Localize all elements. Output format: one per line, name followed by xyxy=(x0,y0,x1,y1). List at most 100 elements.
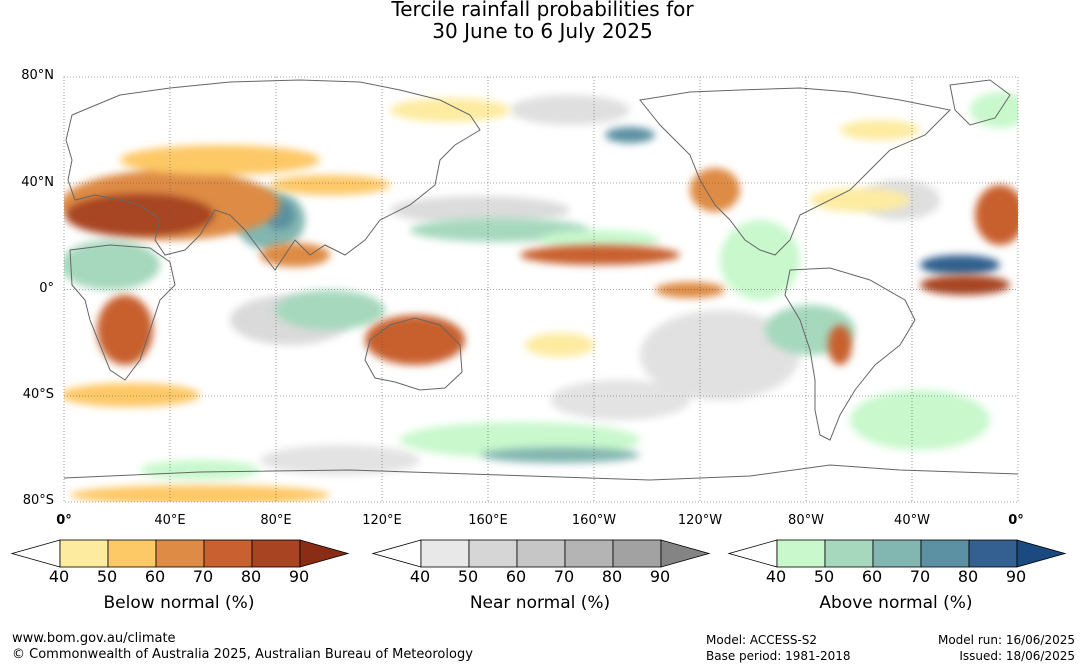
tick-label: 50 xyxy=(813,567,835,586)
colorbar-segment xyxy=(564,539,614,568)
colorbar-segment xyxy=(872,539,922,568)
colorbar-end-high xyxy=(299,539,350,568)
tick-label: 80 xyxy=(601,567,623,586)
tick-label: 40 xyxy=(48,567,70,586)
below-normal-patch xyxy=(120,145,320,175)
lon-label-80w: 80°W xyxy=(788,513,824,528)
colorbar-segment xyxy=(612,539,662,568)
below-normal-patch xyxy=(260,243,330,267)
lon-label-160e: 160°E xyxy=(468,513,508,528)
above-normal-patch xyxy=(720,220,800,300)
colorbar-segment xyxy=(824,539,874,568)
above-normal-patch xyxy=(540,230,660,250)
near-normal-patch xyxy=(260,445,420,475)
below-normal-patch xyxy=(365,315,465,365)
colorbar-segment xyxy=(251,539,301,568)
footer-site-link[interactable]: www.bom.gov.au/climate xyxy=(12,631,176,646)
lat-label-40s: 40°S xyxy=(22,387,54,402)
above-normal-patch xyxy=(410,218,590,242)
colorbar-below-normal xyxy=(10,539,350,568)
map-frame xyxy=(63,76,1019,503)
lon-label-40e: 40°E xyxy=(154,513,186,528)
near-normal-patch xyxy=(550,380,690,420)
colorbar-end-high xyxy=(1016,539,1067,568)
below-normal-patch xyxy=(975,185,1018,245)
colorbar-above-title: Above normal (%) xyxy=(819,593,973,613)
colorbar-end-high xyxy=(660,539,711,568)
above-normal-patch xyxy=(480,447,640,463)
above-normal-patch xyxy=(140,460,260,480)
tick-label: 80 xyxy=(240,567,262,586)
coastline-south-america xyxy=(784,267,916,441)
below-normal-patch xyxy=(64,383,200,407)
colorbar-segment xyxy=(107,539,157,568)
colorbar-segment xyxy=(203,539,253,568)
above-normal-patch xyxy=(850,390,990,450)
above-normal-patch xyxy=(605,127,655,143)
colorbar-segment xyxy=(920,539,970,568)
below-normal-patch xyxy=(520,245,680,265)
colorbar-above-normal xyxy=(727,539,1067,568)
coastline-greenland xyxy=(949,79,1011,126)
tick-label: 40 xyxy=(409,567,431,586)
tick-label: 60 xyxy=(505,567,527,586)
tick-label: 50 xyxy=(96,567,118,586)
coastline-antarctica xyxy=(64,464,1018,481)
lon-label-120w: 120°W xyxy=(677,513,723,528)
tick-label: 90 xyxy=(1005,567,1027,586)
tick-label: 70 xyxy=(553,567,575,586)
coastline-australia xyxy=(364,317,463,391)
below-normal-patch xyxy=(65,193,215,237)
colorbar-segment xyxy=(776,539,826,568)
colorbar-end-low xyxy=(10,539,61,568)
below-normal-patch xyxy=(70,485,330,502)
tick-label: 70 xyxy=(909,567,931,586)
tick-label: 90 xyxy=(649,567,671,586)
below-normal-patch xyxy=(840,120,920,140)
tick-label: 60 xyxy=(861,567,883,586)
above-normal-patch xyxy=(920,255,1000,275)
lat-label-80s: 80°S xyxy=(22,493,54,508)
footer-model-run: Model run: 16/06/2025 xyxy=(937,633,1075,647)
below-normal-patch xyxy=(920,275,1010,295)
colorbar-segment xyxy=(155,539,205,568)
lon-label-40w: 40°W xyxy=(894,513,930,528)
colorbar-segment xyxy=(468,539,518,568)
above-normal-regions xyxy=(64,92,1018,480)
below-normal-patch xyxy=(525,333,595,357)
lat-label-equator: 0° xyxy=(39,281,54,296)
colorbar-below-title: Below normal (%) xyxy=(103,593,255,613)
above-normal-patch xyxy=(64,240,160,290)
footer-copyright: © Commonwealth of Australia 2025, Austra… xyxy=(12,647,473,662)
colorbar-segment xyxy=(420,539,470,568)
near-normal-patch xyxy=(390,196,570,224)
below-normal-patch xyxy=(97,295,153,365)
below-normal-patch xyxy=(655,282,725,298)
coastline-eurasia xyxy=(65,79,481,271)
tick-label: 80 xyxy=(957,567,979,586)
footer-issued: Issued: 18/06/2025 xyxy=(959,649,1075,663)
footer-model: Model: ACCESS-S2 xyxy=(706,633,818,647)
lat-label-80n: 80°N xyxy=(21,68,54,83)
below-normal-patch xyxy=(270,175,390,195)
tick-label: 70 xyxy=(192,567,214,586)
lon-label-0-right: 0° xyxy=(1008,513,1024,528)
coastline-north-america xyxy=(639,87,952,256)
above-normal-patch xyxy=(275,290,385,330)
lon-label-160w: 160°W xyxy=(571,513,617,528)
coastlines xyxy=(64,79,1018,481)
coastline-africa xyxy=(69,244,176,381)
lon-label-80e: 80°E xyxy=(260,513,292,528)
below-normal-patch xyxy=(690,168,740,212)
tick-label: 60 xyxy=(144,567,166,586)
footer-base-period: Base period: 1981-2018 xyxy=(706,649,851,663)
below-normal-patch xyxy=(390,98,510,122)
below-normal-patch xyxy=(810,188,910,212)
lon-label-120e: 120°E xyxy=(362,513,402,528)
tick-label: 90 xyxy=(288,567,310,586)
colorbar-segment xyxy=(59,539,109,568)
colorbar-near-normal xyxy=(371,539,711,568)
colorbar-near-title: Near normal (%) xyxy=(469,593,611,613)
colorbar-segment xyxy=(516,539,566,568)
